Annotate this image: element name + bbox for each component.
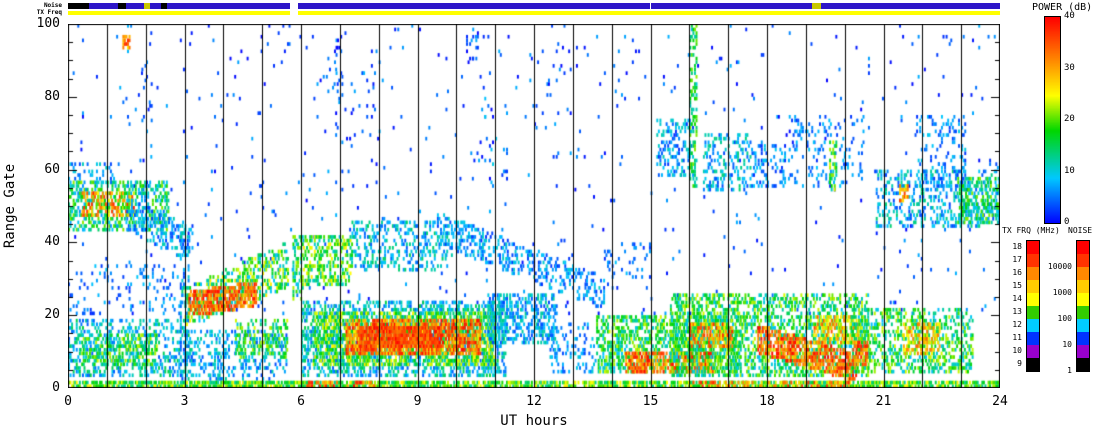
noise-tick-label: 1 bbox=[1067, 366, 1072, 375]
noise-colorbar-cell bbox=[1077, 332, 1089, 345]
x-tick-label: 15 bbox=[642, 394, 659, 409]
txfrq-colorbar-cell bbox=[1027, 358, 1039, 371]
txfreq-strip bbox=[68, 11, 1000, 15]
txfrq-tick-label: 18 bbox=[1012, 242, 1022, 251]
x-tick-label: 6 bbox=[297, 394, 305, 409]
y-tick-label: 40 bbox=[44, 234, 60, 250]
power-tick-label: 0 bbox=[1064, 217, 1070, 227]
y-tick-label: 20 bbox=[44, 307, 60, 323]
strip-segment bbox=[297, 3, 651, 9]
noise-strip-label: Noise bbox=[43, 2, 62, 9]
strip-segment bbox=[126, 3, 144, 9]
strip-segment bbox=[811, 3, 822, 9]
txfrq-tick-label: 10 bbox=[1012, 346, 1022, 355]
x-tick-label: 21 bbox=[875, 394, 892, 409]
txfrq-colorbar-cell bbox=[1027, 332, 1039, 345]
y-tick-label: 0 bbox=[52, 380, 60, 395]
txfreq-strip-label: TX Freq bbox=[36, 9, 62, 16]
noise-colorbar-cell bbox=[1077, 241, 1089, 254]
power-tick-label: 20 bbox=[1064, 114, 1075, 124]
txfrq-colorbar-cell bbox=[1027, 319, 1039, 332]
txfrq-colorbar-cell bbox=[1027, 306, 1039, 319]
power-colorbar bbox=[1044, 16, 1061, 224]
noise-colorbar-cell bbox=[1077, 306, 1089, 319]
x-tick-label: 0 bbox=[64, 394, 72, 409]
noise-colorbar-cell bbox=[1077, 267, 1089, 280]
noise-colorbar-title: NOISE bbox=[1068, 226, 1093, 235]
noise-tick-label: 1000 bbox=[1052, 288, 1072, 297]
x-tick-label: 12 bbox=[526, 394, 542, 409]
txfrq-colorbar bbox=[1026, 240, 1040, 372]
strip-segment bbox=[118, 3, 127, 9]
y-tick-label: 80 bbox=[44, 88, 60, 104]
txfrq-tick-label: 12 bbox=[1012, 320, 1022, 329]
txfrq-colorbar-cell bbox=[1027, 267, 1039, 280]
y-axis-title: Range Gate bbox=[2, 163, 18, 249]
power-tick-label: 30 bbox=[1064, 62, 1075, 73]
txfrq-colorbar-cell bbox=[1027, 254, 1039, 267]
noise-colorbar-cell bbox=[1077, 280, 1089, 293]
y-tick-label: 100 bbox=[36, 16, 60, 31]
x-tick-label: 9 bbox=[413, 394, 422, 409]
noise-colorbar-cell bbox=[1077, 293, 1089, 306]
txfrq-tick-label: 16 bbox=[1012, 268, 1022, 277]
noise-colorbar-cell bbox=[1077, 319, 1089, 332]
noise-tick-label: 10 bbox=[1062, 340, 1072, 349]
noise-tick-label: 100 bbox=[1057, 314, 1072, 323]
noise-colorbar-cell bbox=[1077, 358, 1089, 371]
noise-strip bbox=[68, 3, 1000, 9]
txfrq-colorbar-cell bbox=[1027, 293, 1039, 306]
txfrq-tick-label: 13 bbox=[1012, 307, 1022, 316]
x-tick-label: 24 bbox=[992, 394, 1008, 409]
power-tick-label: 10 bbox=[1064, 165, 1075, 176]
power-colorbar-title: POWER (dB) bbox=[1032, 2, 1093, 13]
noise-tick-label: 10000 bbox=[1047, 262, 1072, 271]
strip-segment bbox=[68, 3, 90, 9]
txfrq-tick-label: 15 bbox=[1012, 281, 1022, 290]
noise-colorbar-cell bbox=[1077, 254, 1089, 267]
power-tick-label: 40 bbox=[1064, 11, 1075, 21]
y-tick-label: 60 bbox=[44, 161, 60, 177]
noise-colorbar bbox=[1076, 240, 1090, 372]
strip-segment bbox=[821, 3, 1000, 9]
noise-colorbar-cell bbox=[1077, 345, 1089, 358]
x-axis-title: UT hours bbox=[500, 413, 568, 429]
strip-segment bbox=[89, 3, 119, 9]
rti-heatmap-canvas bbox=[68, 24, 1000, 388]
txfrq-colorbar-cell bbox=[1027, 345, 1039, 358]
txfrq-tick-label: 17 bbox=[1012, 255, 1022, 264]
strip-segment bbox=[650, 3, 812, 9]
txfrq-colorbar-title: TX FRQ (MHz) bbox=[1002, 226, 1060, 235]
x-tick-label: 3 bbox=[180, 394, 189, 409]
txfrq-tick-label: 9 bbox=[1017, 359, 1022, 368]
strip-segment bbox=[143, 3, 150, 9]
txfrq-tick-label: 14 bbox=[1012, 294, 1022, 303]
x-tick-label: 18 bbox=[759, 394, 775, 409]
strip-segment bbox=[167, 3, 291, 9]
txfrq-colorbar-cell bbox=[1027, 241, 1039, 254]
txfrq-tick-label: 11 bbox=[1012, 333, 1022, 342]
txfrq-colorbar-cell bbox=[1027, 280, 1039, 293]
strip-segment bbox=[149, 3, 162, 9]
strip-segment bbox=[161, 3, 167, 9]
strip-segment bbox=[297, 11, 1000, 15]
strip-segment bbox=[68, 11, 291, 15]
